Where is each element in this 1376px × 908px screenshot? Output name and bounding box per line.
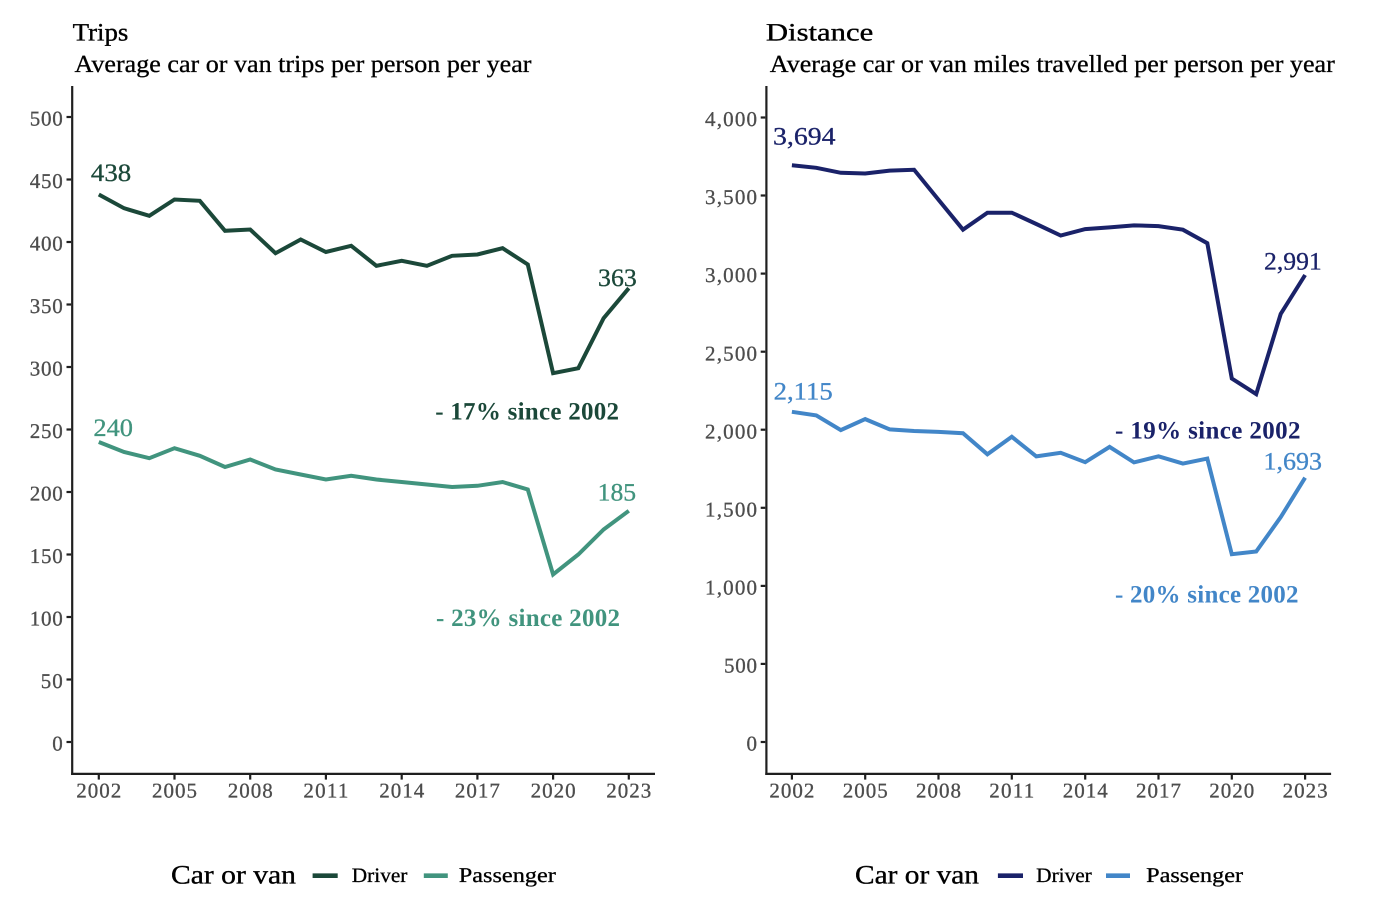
svg-text:240: 240: [93, 415, 133, 442]
svg-text:2023: 2023: [606, 778, 651, 802]
svg-text:Trips: Trips: [73, 20, 129, 47]
svg-text:2023: 2023: [1283, 778, 1328, 802]
svg-text:2011: 2011: [303, 778, 348, 802]
svg-text:Driver: Driver: [1036, 865, 1092, 887]
svg-text:0: 0: [52, 732, 63, 756]
svg-text:Average car or van miles trave: Average car or van miles travelled per p…: [770, 51, 1335, 78]
svg-text:300: 300: [30, 357, 63, 381]
svg-text:3,000: 3,000: [705, 263, 757, 287]
svg-text:2020: 2020: [1209, 778, 1254, 802]
svg-text:Passenger: Passenger: [459, 863, 556, 887]
svg-text:438: 438: [91, 160, 131, 187]
svg-text:4,000: 4,000: [705, 107, 757, 131]
svg-text:2008: 2008: [228, 778, 273, 802]
svg-text:350: 350: [30, 294, 63, 318]
svg-text:2,991: 2,991: [1264, 248, 1322, 275]
svg-text:- 20% since 2002: - 20% since 2002: [1115, 581, 1299, 608]
svg-text:200: 200: [30, 482, 63, 506]
svg-text:- 19% since 2002: - 19% since 2002: [1115, 417, 1301, 444]
svg-text:2008: 2008: [916, 778, 961, 802]
svg-text:150: 150: [30, 544, 63, 568]
svg-text:1,693: 1,693: [1264, 449, 1323, 476]
svg-text:450: 450: [30, 169, 63, 193]
svg-text:2020: 2020: [531, 778, 576, 802]
svg-text:2011: 2011: [989, 778, 1034, 802]
svg-text:Car or van: Car or van: [855, 859, 979, 889]
svg-text:Car or van: Car or van: [171, 859, 296, 889]
svg-text:- 17% since 2002: - 17% since 2002: [435, 398, 619, 425]
svg-text:250: 250: [30, 419, 63, 443]
svg-text:2002: 2002: [76, 778, 121, 802]
svg-text:100: 100: [30, 607, 63, 631]
svg-text:1,500: 1,500: [705, 497, 757, 521]
svg-text:363: 363: [598, 265, 637, 292]
svg-text:400: 400: [30, 232, 63, 256]
svg-text:500: 500: [30, 107, 63, 131]
svg-text:2,000: 2,000: [705, 419, 757, 443]
svg-text:2,115: 2,115: [774, 378, 833, 405]
svg-text:Passenger: Passenger: [1146, 863, 1243, 887]
svg-text:2005: 2005: [843, 778, 888, 802]
svg-text:0: 0: [747, 732, 758, 756]
svg-text:1,000: 1,000: [705, 576, 757, 600]
svg-text:2014: 2014: [379, 778, 425, 802]
svg-text:2005: 2005: [152, 778, 197, 802]
svg-text:- 23% since 2002: - 23% since 2002: [436, 605, 620, 632]
svg-text:Driver: Driver: [352, 865, 408, 887]
svg-text:3,694: 3,694: [773, 123, 836, 150]
svg-text:50: 50: [41, 669, 63, 693]
svg-text:3,500: 3,500: [705, 185, 757, 209]
svg-text:2017: 2017: [1136, 778, 1181, 802]
svg-text:2,500: 2,500: [705, 341, 757, 365]
svg-text:500: 500: [724, 654, 757, 678]
svg-text:Distance: Distance: [766, 20, 873, 47]
svg-text:2014: 2014: [1063, 778, 1109, 802]
svg-text:2017: 2017: [455, 778, 500, 802]
svg-text:Average car or van trips per p: Average car or van trips per person per …: [75, 51, 532, 78]
svg-text:2002: 2002: [769, 778, 814, 802]
svg-text:185: 185: [598, 480, 637, 507]
